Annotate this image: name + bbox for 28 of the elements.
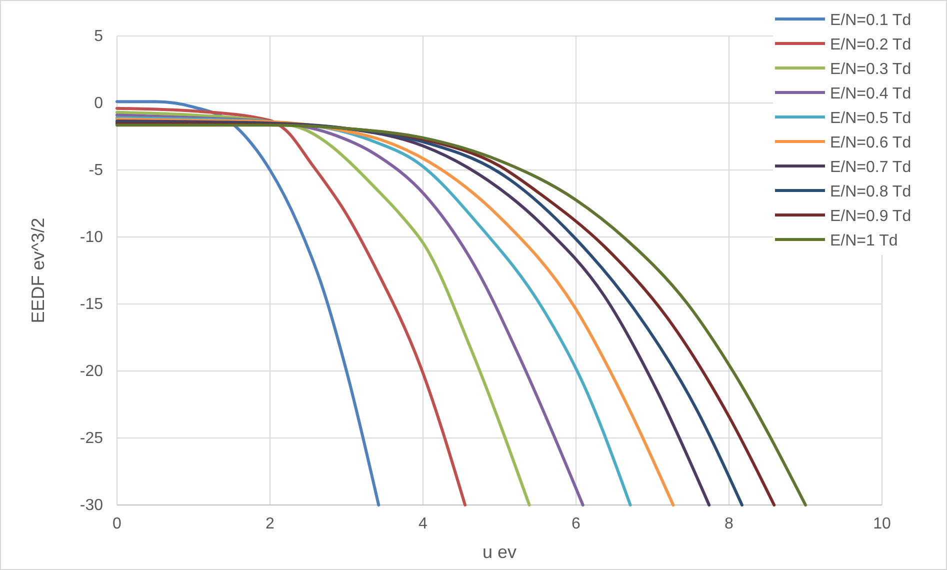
x-axis-title: u ev <box>482 542 517 562</box>
y-tick-label: -5 <box>88 162 104 180</box>
legend-label: E/N=1 Td <box>830 232 898 250</box>
line-series <box>116 106 467 506</box>
y-axis-title: EEDF ev^3/2 <box>28 218 48 324</box>
y-tick-label: 0 <box>94 95 104 112</box>
y-tick-label: -25 <box>80 430 104 448</box>
legend-label: E/N=0.6 Td <box>830 134 912 152</box>
legend-label: E/N=0.3 Td <box>830 61 912 78</box>
legend-label: E/N=0.5 Td <box>830 110 912 127</box>
legend-label: E/N=0.8 Td <box>830 184 912 200</box>
y-tick-label: -15 <box>80 296 104 314</box>
legend-label: E/N=0.1 Td <box>830 12 912 29</box>
y-tick-label: -10 <box>80 229 104 246</box>
x-tick-label: 0 <box>112 515 122 532</box>
x-tick-label: 6 <box>572 515 581 532</box>
line-series <box>116 100 380 506</box>
legend-label: E/N=0.2 Td <box>830 36 912 54</box>
y-tick-label: 5 <box>94 28 104 46</box>
legend-label: E/N=0.4 Td <box>830 86 912 102</box>
y-tick-label: -30 <box>80 497 104 514</box>
x-tick-label: 10 <box>873 515 891 532</box>
legend-label: E/N=0.7 Td <box>830 159 912 176</box>
legend-label: E/N=0.9 Td <box>830 208 912 225</box>
x-tick-label: 4 <box>418 515 428 532</box>
x-tick-label: 8 <box>724 515 734 532</box>
y-tick-label: -20 <box>80 363 104 380</box>
x-tick-label: 2 <box>266 515 275 532</box>
